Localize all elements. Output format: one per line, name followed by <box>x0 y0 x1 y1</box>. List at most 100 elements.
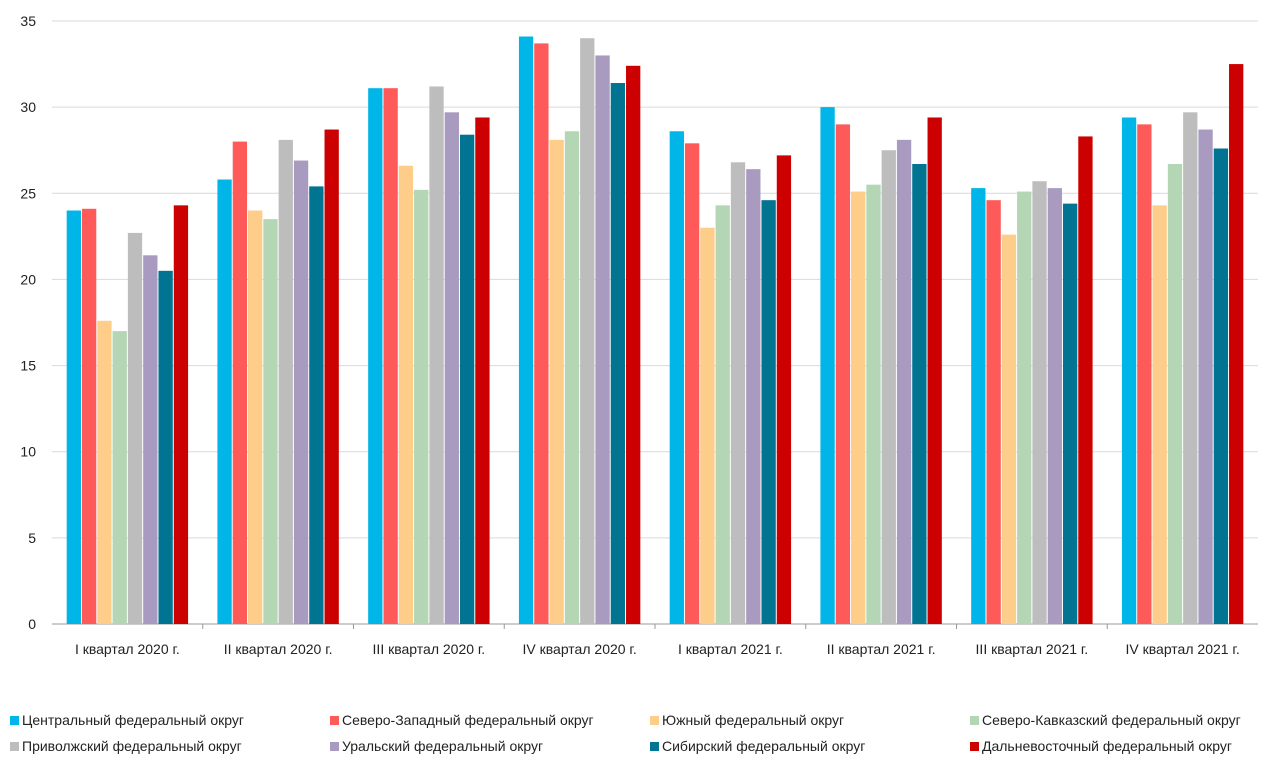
bar <box>1017 191 1032 624</box>
legend-label: Приволжский федеральный округ <box>22 738 242 754</box>
bar <box>595 55 610 624</box>
bar <box>429 86 444 625</box>
x-tick-label: IV квартал 2020 г. <box>523 641 637 657</box>
bar <box>1152 205 1167 625</box>
bar <box>1213 148 1229 624</box>
legend-swatch <box>650 715 659 725</box>
bar <box>700 227 715 624</box>
legend-item: Приволжский федеральный округ <box>10 733 330 759</box>
bar <box>1229 64 1244 625</box>
legend-item: Дальневосточный федеральный округ <box>970 733 1288 759</box>
bar <box>835 124 851 624</box>
legend-swatch <box>970 715 979 725</box>
x-tick-label: IV квартал 2021 г. <box>1126 641 1240 657</box>
legend-label: Центральный федеральный округ <box>22 712 244 728</box>
legend-swatch <box>330 715 339 725</box>
bar <box>81 208 97 624</box>
bar <box>97 320 112 624</box>
legend-item: Северо-Западный федеральный округ <box>330 707 650 733</box>
bar-chart: 0 5 10 15 20 25 30 35 I квартал 2020 г. II кварта… <box>20 13 1258 657</box>
bar <box>459 134 475 625</box>
legend-swatch <box>10 715 19 725</box>
bar <box>232 141 248 624</box>
bar <box>1198 129 1213 625</box>
bar <box>444 112 459 624</box>
bar <box>580 38 595 624</box>
legend-item: Северо-Кавказский федеральный округ <box>970 707 1288 733</box>
y-tick-label: 10 <box>20 444 36 460</box>
bar <box>927 117 942 624</box>
bar <box>324 129 339 625</box>
bar <box>383 88 398 625</box>
y-tick-label: 15 <box>20 358 36 374</box>
bar <box>309 186 324 624</box>
bar <box>1078 136 1093 624</box>
bar <box>263 219 278 624</box>
bar <box>1167 163 1183 625</box>
bar <box>866 184 881 624</box>
x-tick-label: II квартал 2021 г. <box>827 641 936 657</box>
bar <box>912 163 927 625</box>
y-tick-label: 35 <box>20 13 36 29</box>
bar <box>293 160 309 624</box>
y-tick-label: 25 <box>20 185 36 201</box>
bar <box>820 107 835 624</box>
bar <box>1032 181 1047 624</box>
bar <box>610 83 626 625</box>
bar <box>761 200 776 625</box>
bar <box>368 88 383 625</box>
bar <box>518 36 534 624</box>
x-tick-label: I квартал 2021 г. <box>678 641 783 657</box>
legend-label: Сибирский федеральный округ <box>662 738 866 754</box>
legend-swatch <box>970 741 979 751</box>
bar <box>1001 234 1017 625</box>
bar <box>564 131 580 624</box>
legend-item: Южный федеральный округ <box>650 707 970 733</box>
legend-item: Центральный федеральный округ <box>10 707 330 733</box>
legend-swatch <box>10 741 19 751</box>
bar <box>158 270 173 624</box>
bar <box>534 43 549 624</box>
bar <box>684 143 700 624</box>
legend-label: Северо-Западный федеральный округ <box>342 712 594 728</box>
bar <box>626 65 641 624</box>
legend-swatch <box>650 741 659 751</box>
bar <box>414 189 429 624</box>
legend-item: Сибирский федеральный округ <box>650 733 970 759</box>
bar <box>475 117 490 624</box>
bar <box>715 205 730 625</box>
legend-label: Южный федеральный округ <box>662 712 845 728</box>
bar <box>278 139 293 624</box>
x-tick-label: III квартал 2020 г. <box>373 641 486 657</box>
x-tick-label: II квартал 2020 г. <box>224 641 333 657</box>
bar <box>881 150 896 624</box>
bar <box>1121 117 1137 624</box>
bar <box>1183 112 1198 624</box>
bar <box>549 139 564 624</box>
y-tick-label: 0 <box>28 616 36 632</box>
bar <box>730 162 746 624</box>
bar <box>1047 188 1062 625</box>
legend-item: Уральский федеральный округ <box>330 733 650 759</box>
y-tick-label: 30 <box>20 99 36 115</box>
bar <box>1137 124 1152 624</box>
bar <box>398 165 414 624</box>
bar <box>776 155 792 624</box>
bar <box>669 131 684 624</box>
bar <box>971 188 986 625</box>
y-tick-label: 20 <box>20 271 36 287</box>
bar <box>173 205 189 625</box>
bar <box>112 331 127 624</box>
y-tick-label: 5 <box>28 530 36 546</box>
bar <box>66 210 81 624</box>
legend-swatch <box>330 741 339 751</box>
chart-legend: Центральный федеральный округ Северо-Запа… <box>10 707 1288 759</box>
bar <box>851 191 866 624</box>
bar <box>248 210 263 624</box>
bar <box>127 232 143 624</box>
bar <box>217 179 232 624</box>
x-tick-label: I квартал 2020 г. <box>75 641 180 657</box>
bar <box>896 139 912 624</box>
bar <box>746 169 761 624</box>
legend-label: Северо-Кавказский федеральный округ <box>982 712 1241 728</box>
